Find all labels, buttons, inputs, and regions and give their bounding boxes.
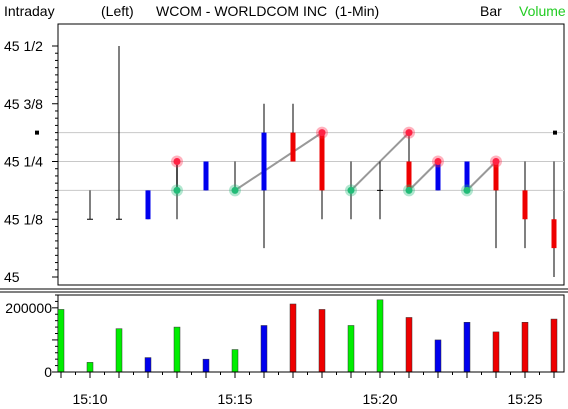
- high-marker: [173, 158, 181, 165]
- time-tick-label: 15:10: [72, 391, 107, 407]
- low-marker: [405, 186, 413, 194]
- volume-bar: [463, 322, 471, 373]
- volume-bar: [376, 299, 384, 373]
- volume-bar: [144, 357, 152, 373]
- volume-tick-label: 200000: [5, 300, 52, 316]
- volume-bar: [550, 318, 558, 373]
- price-tick-label: 45 1/4: [4, 154, 43, 170]
- volume-tick-label: 0: [44, 364, 52, 380]
- time-tick-label: 15:20: [362, 391, 397, 407]
- volume-panel: 200000 0: [5, 294, 565, 380]
- axis-side-label[interactable]: (Left): [101, 3, 134, 19]
- bar-style-toggle[interactable]: Bar: [480, 3, 502, 19]
- volume-toggle[interactable]: Volume: [519, 3, 566, 19]
- price-tick-label: 45 1/8: [4, 211, 43, 227]
- high-marker: [492, 158, 500, 165]
- low-marker: [347, 186, 355, 194]
- price-bar-body: [551, 219, 557, 249]
- time-tick-label: 15:25: [507, 391, 542, 407]
- volume-bar: [318, 309, 326, 373]
- volume-bar: [289, 303, 297, 373]
- time-axis: 15:10 15:15 15:20 15:25: [58, 371, 564, 407]
- low-marker: [463, 186, 471, 194]
- volume-bar: [405, 317, 413, 373]
- volume-bar: [173, 326, 181, 373]
- price-bar-body: [319, 132, 325, 191]
- high-marker: [405, 129, 413, 137]
- price-bar-body: [493, 161, 499, 191]
- volume-bar: [347, 325, 355, 373]
- volume-bar: [57, 309, 65, 373]
- time-tick-label: 15:15: [217, 391, 252, 407]
- reference-marker-left: [35, 130, 39, 135]
- interval-mode-label[interactable]: Intraday: [4, 3, 55, 19]
- volume-bar: [521, 322, 529, 373]
- price-bar-body: [261, 132, 267, 191]
- volume-bar: [434, 339, 442, 373]
- high-marker: [318, 129, 326, 137]
- price-bar-body: [522, 190, 528, 220]
- low-marker: [231, 186, 239, 194]
- price-panel-frame: [57, 23, 565, 286]
- high-marker: [434, 158, 442, 165]
- volume-bar: [86, 362, 94, 373]
- volume-bar: [202, 358, 210, 373]
- price-bar-body: [203, 161, 209, 191]
- volume-bar: [115, 328, 123, 373]
- price-bar-body: [406, 161, 412, 191]
- chart-header: Intraday (Left) WCOM - WORLDCOM INC (1-M…: [0, 0, 568, 22]
- trend-line: [466, 160, 497, 192]
- volume-bar: [260, 325, 268, 373]
- price-bar-body: [145, 190, 151, 220]
- price-tick-label: 45 3/8: [4, 96, 43, 112]
- price-bar-body: [435, 161, 441, 191]
- low-marker: [173, 186, 181, 194]
- reference-marker-right: [553, 130, 557, 135]
- price-bar-body: [290, 132, 296, 162]
- price-tick-label: 45: [4, 269, 20, 285]
- price-tick-label: 45 1/2: [4, 38, 43, 54]
- volume-bar: [492, 331, 500, 373]
- price-panel: 45 1/2 45 3/8 45 1/4 45 1/8 45: [4, 23, 565, 286]
- trend-line: [408, 160, 439, 192]
- volume-bar: [231, 349, 239, 373]
- trend-line: [234, 131, 323, 192]
- volume-panel-frame: [57, 294, 565, 373]
- price-bar-body: [464, 161, 470, 191]
- chart-title: WCOM - WORLDCOM INC (1-Min): [156, 3, 380, 19]
